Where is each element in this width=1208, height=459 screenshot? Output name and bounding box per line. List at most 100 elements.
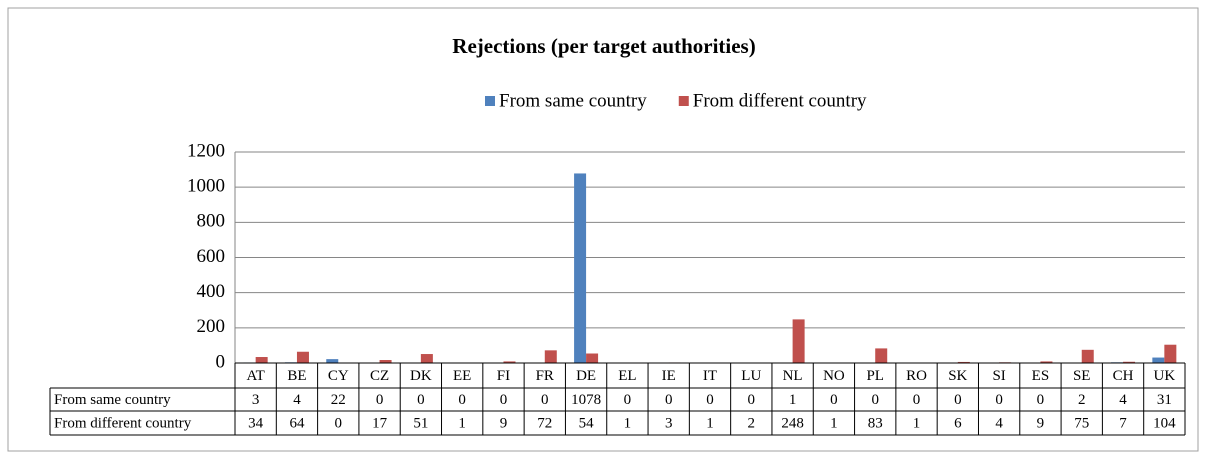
- x-tick-label: RO: [906, 368, 927, 384]
- table-value: 0: [500, 392, 508, 408]
- table-value: 0: [748, 392, 756, 408]
- x-tick-label: EL: [618, 368, 636, 384]
- table-value: 0: [913, 392, 921, 408]
- table-value: 83: [868, 415, 883, 431]
- table-value: 1: [458, 415, 466, 431]
- legend-label: From same country: [499, 90, 647, 111]
- x-tick-label: FI: [497, 368, 510, 384]
- table-value: 0: [335, 415, 343, 431]
- table-value: 104: [1153, 415, 1176, 431]
- table-value: 1: [706, 415, 714, 431]
- table-value: 54: [579, 415, 595, 431]
- bar: [544, 350, 557, 363]
- table-row-label: From different country: [54, 415, 192, 431]
- table-value: 0: [458, 392, 466, 408]
- x-tick-label: EE: [453, 368, 471, 384]
- legend-swatch: [678, 96, 689, 106]
- table-value: 4: [1119, 392, 1127, 408]
- x-tick-label: FR: [536, 368, 554, 384]
- bar: [1152, 357, 1165, 363]
- table-value: 3: [665, 415, 673, 431]
- bar: [503, 361, 516, 363]
- x-tick-label: NL: [783, 368, 803, 384]
- table-value: 1: [913, 415, 921, 431]
- table-value: 1: [830, 415, 838, 431]
- x-tick-label: SK: [948, 368, 967, 384]
- table-value: 2: [1078, 392, 1086, 408]
- x-tick-label: ES: [1032, 368, 1050, 384]
- table-value: 0: [541, 392, 549, 408]
- x-tick-label: DE: [576, 368, 596, 384]
- y-tick-label: 0: [216, 351, 226, 372]
- x-tick-label: UK: [1154, 368, 1176, 384]
- y-tick-label: 800: [197, 211, 226, 232]
- table-value: 9: [1037, 415, 1045, 431]
- bar: [296, 351, 309, 363]
- table-value: 0: [1037, 392, 1045, 408]
- table-value: 0: [706, 392, 714, 408]
- bar: [1164, 344, 1177, 363]
- table-value: 0: [871, 392, 879, 408]
- chart-title: Rejections (per target authorities): [452, 34, 755, 58]
- bar: [326, 359, 339, 363]
- table-value: 4: [293, 392, 301, 408]
- x-tick-label: CY: [328, 368, 349, 384]
- bar: [586, 353, 599, 363]
- legend-label: From different country: [693, 90, 867, 111]
- bar: [875, 348, 888, 363]
- table-value: 7: [1119, 415, 1127, 431]
- x-tick-label: PL: [866, 368, 884, 384]
- bar: [574, 173, 587, 363]
- bar: [420, 354, 433, 363]
- table-value: 34: [248, 415, 264, 431]
- chart-frame: [7, 7, 1199, 452]
- table-value: 9: [500, 415, 508, 431]
- table-value: 51: [413, 415, 428, 431]
- x-tick-label: BE: [287, 368, 306, 384]
- table-value: 2: [748, 415, 756, 431]
- bar: [1081, 349, 1094, 363]
- table-value: 0: [830, 392, 838, 408]
- table-value: 1: [624, 415, 632, 431]
- table-value: 72: [537, 415, 552, 431]
- table-value: 22: [331, 392, 346, 408]
- table-value: 0: [665, 392, 673, 408]
- x-tick-label: DK: [410, 368, 432, 384]
- y-tick-label: 200: [197, 316, 226, 337]
- table-value: 31: [1157, 392, 1172, 408]
- table-value: 4: [995, 415, 1003, 431]
- table-value: 6: [954, 415, 962, 431]
- bar: [1123, 361, 1136, 363]
- table-value: 0: [995, 392, 1003, 408]
- table-value: 0: [624, 392, 632, 408]
- bar: [379, 360, 392, 363]
- x-tick-label: SE: [1073, 368, 1091, 384]
- table-value: 0: [954, 392, 962, 408]
- y-tick-label: 600: [197, 246, 226, 267]
- table-value: 3: [252, 392, 260, 408]
- y-tick-label: 400: [197, 281, 226, 302]
- x-tick-label: LU: [741, 368, 761, 384]
- bar: [1040, 361, 1053, 363]
- x-tick-label: AT: [246, 368, 264, 384]
- y-tick-label: 1000: [187, 176, 225, 197]
- table-value: 248: [781, 415, 804, 431]
- table-value: 17: [372, 415, 388, 431]
- table-value: 75: [1074, 415, 1089, 431]
- y-tick-label: 1200: [187, 140, 225, 161]
- bar: [255, 357, 268, 363]
- bar: [957, 361, 970, 363]
- x-tick-label: CZ: [370, 368, 389, 384]
- x-tick-label: SI: [992, 368, 1005, 384]
- x-tick-label: CH: [1113, 368, 1134, 384]
- x-tick-label: IE: [662, 368, 676, 384]
- table-row-label: From same country: [54, 392, 171, 408]
- table-value: 64: [289, 415, 305, 431]
- table-value: 1078: [571, 392, 601, 408]
- table-value: 1: [789, 392, 797, 408]
- table-value: 0: [417, 392, 425, 408]
- legend-swatch: [485, 96, 495, 106]
- bar: [792, 319, 805, 363]
- table-value: 0: [376, 392, 384, 408]
